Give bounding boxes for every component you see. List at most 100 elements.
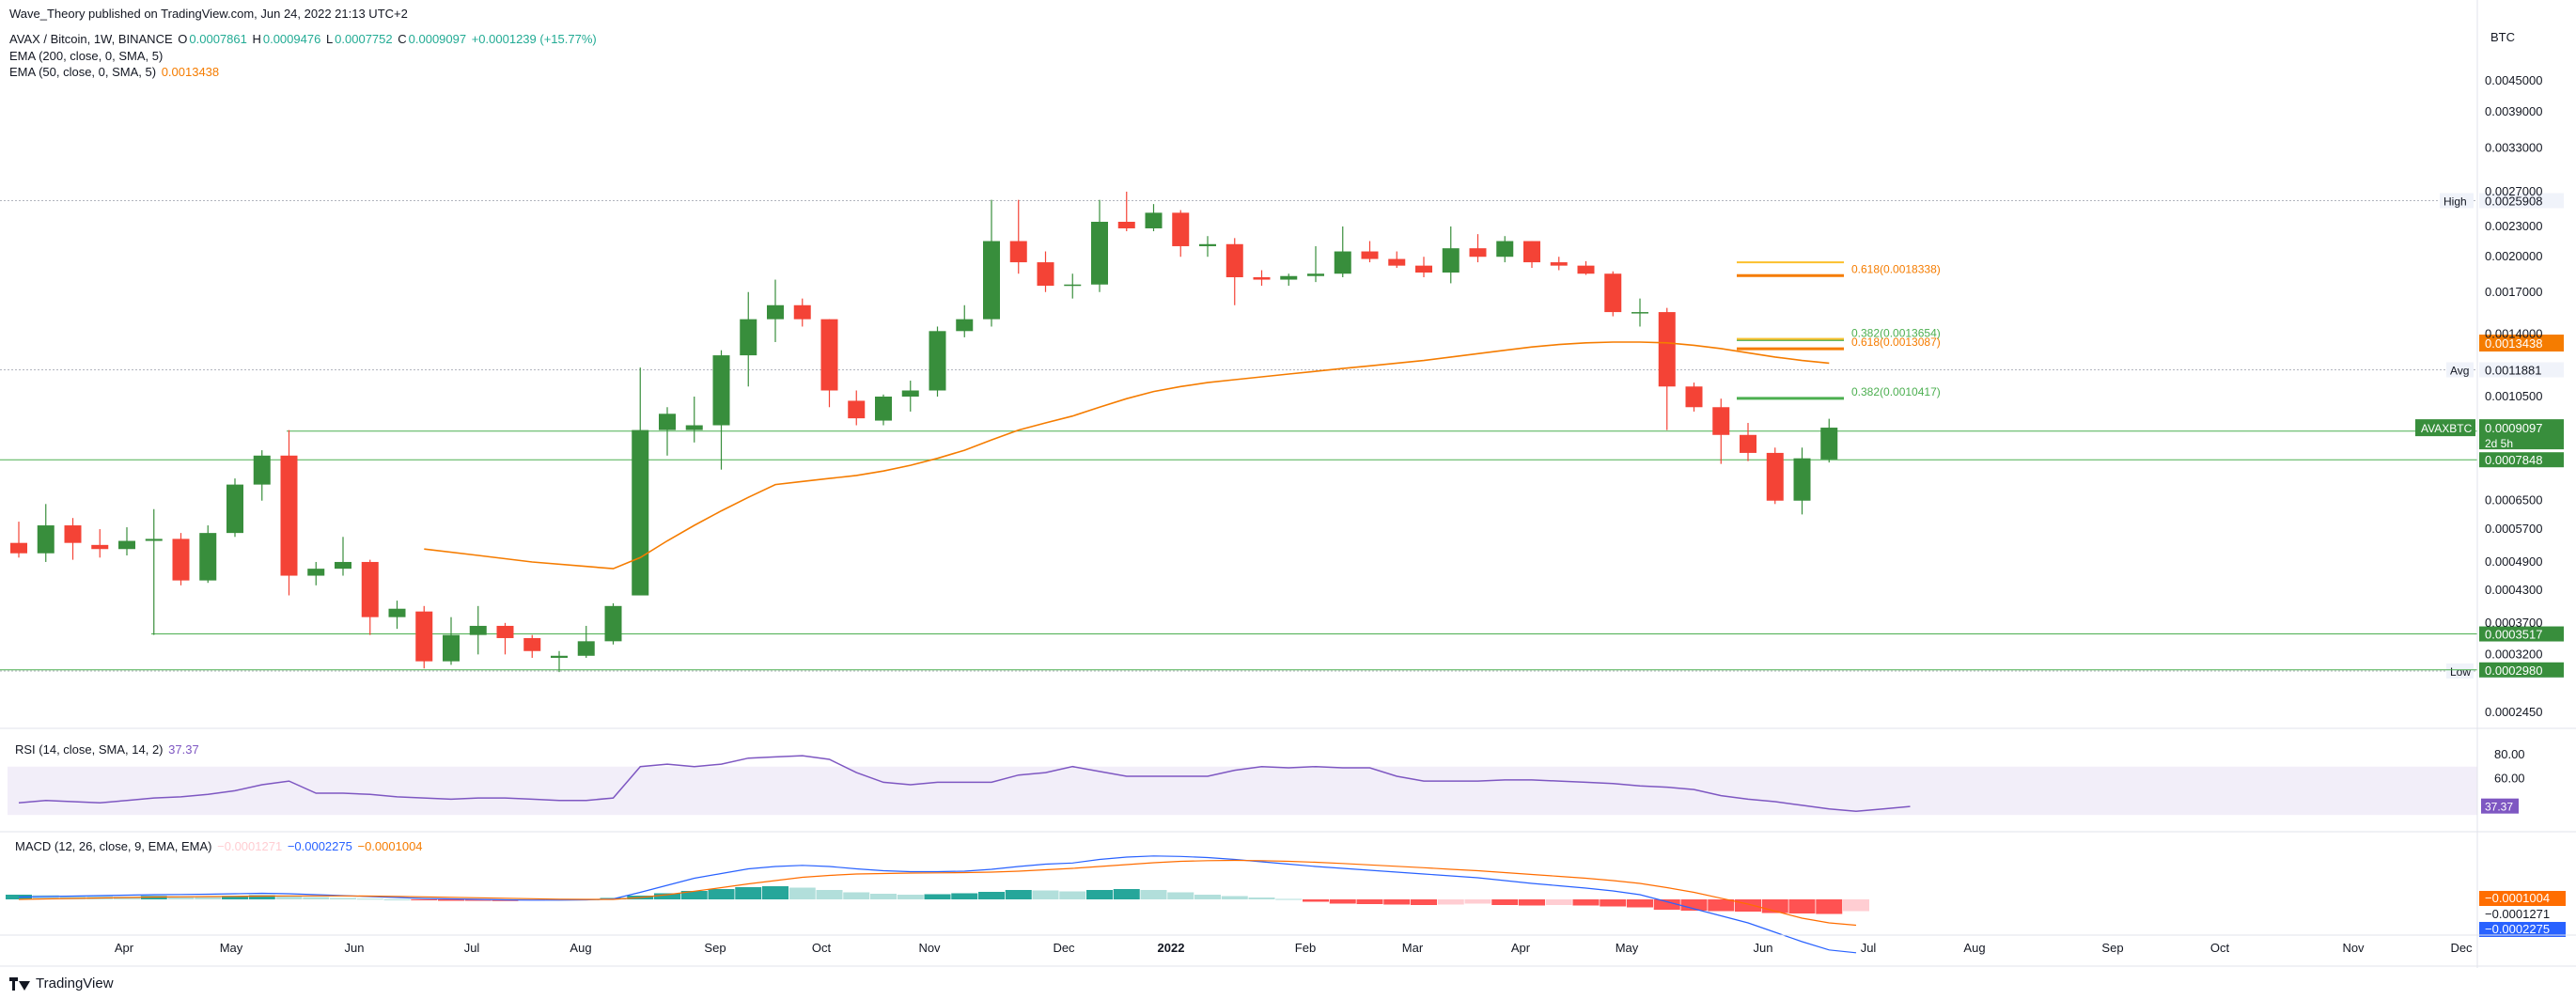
ema50-title: EMA (50, close, 0, SMA, 5): [9, 65, 157, 79]
ema200-legend: EMA (200, close, 0, SMA, 5): [9, 49, 164, 63]
ohlc-h-label: H: [252, 32, 261, 46]
price-axis-tick-label: 0.0039000: [2485, 104, 2542, 118]
time-axis-label: Oct: [2210, 941, 2230, 955]
candle-body: [1712, 407, 1730, 435]
level-name-tag: [2440, 193, 2474, 209]
macd-histogram-bar: [1086, 890, 1113, 899]
ema50-polyline: [424, 341, 1830, 570]
symbol-tag: [2415, 419, 2475, 437]
macd-histogram-bar: [1113, 889, 1140, 899]
candle-body: [956, 319, 974, 332]
level-value: 0.0011881: [2485, 363, 2542, 377]
candle-body: [1469, 248, 1487, 258]
macd-signal-line: [18, 859, 1857, 927]
candle-body: [1685, 386, 1703, 408]
candle-body: [415, 611, 433, 662]
tradingview-logo[interactable]: TradingView: [9, 976, 114, 991]
macd-histogram-bar: [1032, 890, 1059, 899]
fib-label: 0.618(0.0018338): [1851, 262, 1941, 275]
candle-body: [740, 319, 757, 356]
macd-signal-value: −0.0001004: [357, 839, 423, 853]
time-axis-label: Sep: [2101, 941, 2123, 955]
macd-hist-value: −0.0001271: [217, 839, 283, 853]
candle-body: [1145, 212, 1163, 228]
macd-title: MACD (12, 26, close, 9, EMA, EMA): [15, 839, 212, 853]
ema50-line: [424, 341, 1830, 570]
time-axis-label: Mar: [1402, 941, 1424, 955]
macd-histogram-bar: [1005, 890, 1032, 899]
tradingview-logo-icon: [9, 976, 30, 991]
macd-histogram-bar: [680, 891, 708, 899]
macd-histogram-bar: [248, 895, 275, 899]
macd-line-value: −0.0002275: [287, 839, 352, 853]
macd-histogram-bar: [167, 896, 195, 899]
ohlc-low: 0.0007752: [335, 32, 393, 46]
time-axis-label: May: [1616, 941, 1639, 955]
level-value: 0.0007848: [2485, 453, 2542, 467]
price-tag: [2479, 335, 2564, 352]
price-axis-tick-label: 0.0003200: [2485, 647, 2542, 661]
candle-body: [983, 241, 1000, 320]
level-value-tag: [2479, 193, 2564, 209]
candle-body: [1523, 241, 1540, 263]
macd-histogram-bar: [951, 893, 978, 899]
candle-body: [767, 304, 784, 320]
candle-body: [145, 539, 163, 541]
ema50-legend: EMA (50, close, 0, SMA, 5) 0.0013438: [9, 65, 221, 79]
level-value: 0.0025908: [2485, 194, 2542, 208]
price-axis-tick-label: 0.0005700: [2485, 522, 2542, 536]
time-axis-label: Nov: [2342, 941, 2365, 955]
level-value-tag: [2479, 662, 2564, 678]
candle-body: [632, 429, 649, 596]
candle-body: [712, 355, 730, 426]
macd-axis-tag: [2479, 922, 2566, 937]
macd-axis-label: −0.0002275: [2485, 922, 2550, 936]
level-name: High: [2443, 195, 2467, 208]
macd-histogram-bar: [464, 899, 492, 901]
rsi-value-tag: [2481, 798, 2519, 814]
level-name-tag: [2446, 663, 2474, 679]
symbol-tag-label: AVAXBTC: [2421, 422, 2473, 435]
candle-body: [1117, 221, 1135, 228]
candle-body: [685, 425, 703, 430]
symbol-name: AVAX / Bitcoin, 1W, BINANCE: [9, 32, 173, 46]
rsi-line: [18, 755, 1911, 813]
price-tag-value: 0.0009097: [2485, 421, 2542, 435]
macd-axis-tag: [2479, 891, 2566, 906]
level-value-tag: [2479, 362, 2564, 378]
macd-histogram-bar: [303, 897, 330, 899]
ohlc-l-label: L: [325, 32, 334, 46]
time-axis-label: Sep: [704, 941, 726, 955]
macd-histogram-bar: [140, 896, 167, 899]
macd-histogram-bar: [1464, 899, 1491, 904]
macd-histogram-bar: [735, 887, 762, 899]
price-axis-tick-label: 0.0014000: [2485, 327, 2542, 341]
candle-body: [199, 533, 217, 581]
macd-histogram-bar: [1059, 891, 1086, 899]
horizontal-levels: High0.0025908Avg0.0011881Low0.00029640.0…: [0, 193, 2564, 679]
macd-histogram-bar: [1411, 899, 1437, 905]
price-axis-tick-label: 0.0003700: [2485, 616, 2542, 630]
candle-body: [551, 655, 568, 658]
price-axis-tick-label: 0.0020000: [2485, 249, 2542, 263]
price-tag: [2479, 419, 2564, 450]
macd-histogram-bar: [1653, 899, 1680, 910]
time-axis-label: Apr: [115, 941, 134, 955]
candle-body: [1658, 312, 1676, 387]
macd-histogram-bar: [843, 892, 870, 899]
level-value: 0.0003517: [2485, 628, 2542, 642]
level-name: Low: [2450, 665, 2471, 679]
macd-histogram-bar: [1140, 890, 1167, 899]
ohlc-o-label: O: [178, 32, 188, 46]
candle-body: [1199, 243, 1216, 246]
fib-label: 0.382(0.0010417): [1851, 385, 1941, 398]
candlesticks: [10, 191, 1838, 673]
candle-body: [1388, 258, 1406, 266]
level-value: 0.0002980: [2485, 663, 2542, 678]
candle-body: [307, 569, 325, 576]
macd-histogram-bar: [383, 899, 411, 900]
candle-body: [1334, 251, 1351, 274]
level-value-tag: [2479, 452, 2564, 468]
macd-histogram-bar: [222, 896, 248, 899]
